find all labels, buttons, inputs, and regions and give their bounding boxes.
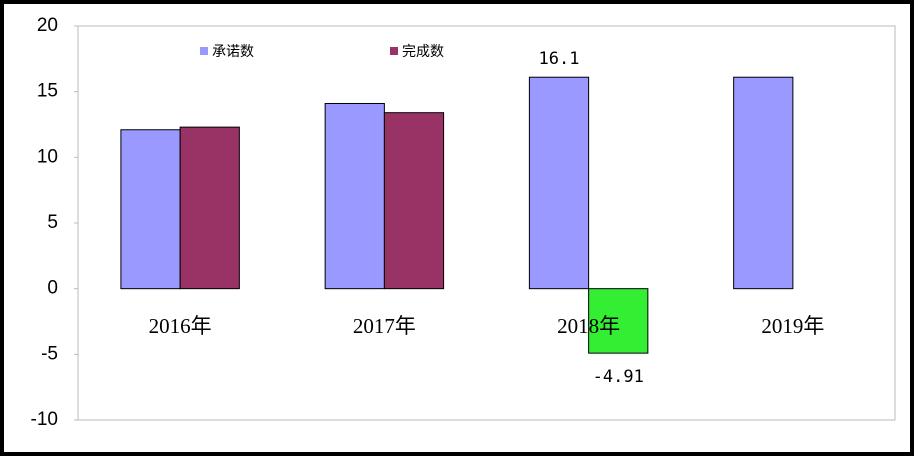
bar [588, 288, 649, 354]
x-tick-label: 2019年 [761, 314, 824, 338]
y-tick-label: 0 [47, 278, 58, 299]
bar [179, 126, 240, 290]
legend-label: 完成数 [402, 44, 444, 60]
value-label: 16.1 [539, 49, 580, 69]
bar [383, 112, 445, 290]
value-label: -4.91 [593, 367, 644, 387]
y-tick-label: 15 [37, 81, 58, 102]
y-tick-label: 20 [37, 15, 58, 36]
legend-swatch [200, 47, 208, 55]
bar [120, 129, 181, 290]
y-tick-label: -5 [41, 343, 58, 364]
legend-label: 承诺数 [212, 44, 254, 60]
legend-swatch [390, 47, 398, 55]
bar [324, 102, 385, 290]
y-tick-label: -10 [31, 409, 58, 430]
y-tick-label: 5 [47, 212, 58, 233]
x-tick-label: 2018年 [557, 314, 620, 338]
y-tick-label: 10 [37, 146, 58, 167]
bar [528, 76, 590, 290]
x-tick-label: 2017年 [353, 314, 416, 338]
x-tick-label: 2016年 [149, 314, 212, 338]
bar [733, 76, 794, 290]
